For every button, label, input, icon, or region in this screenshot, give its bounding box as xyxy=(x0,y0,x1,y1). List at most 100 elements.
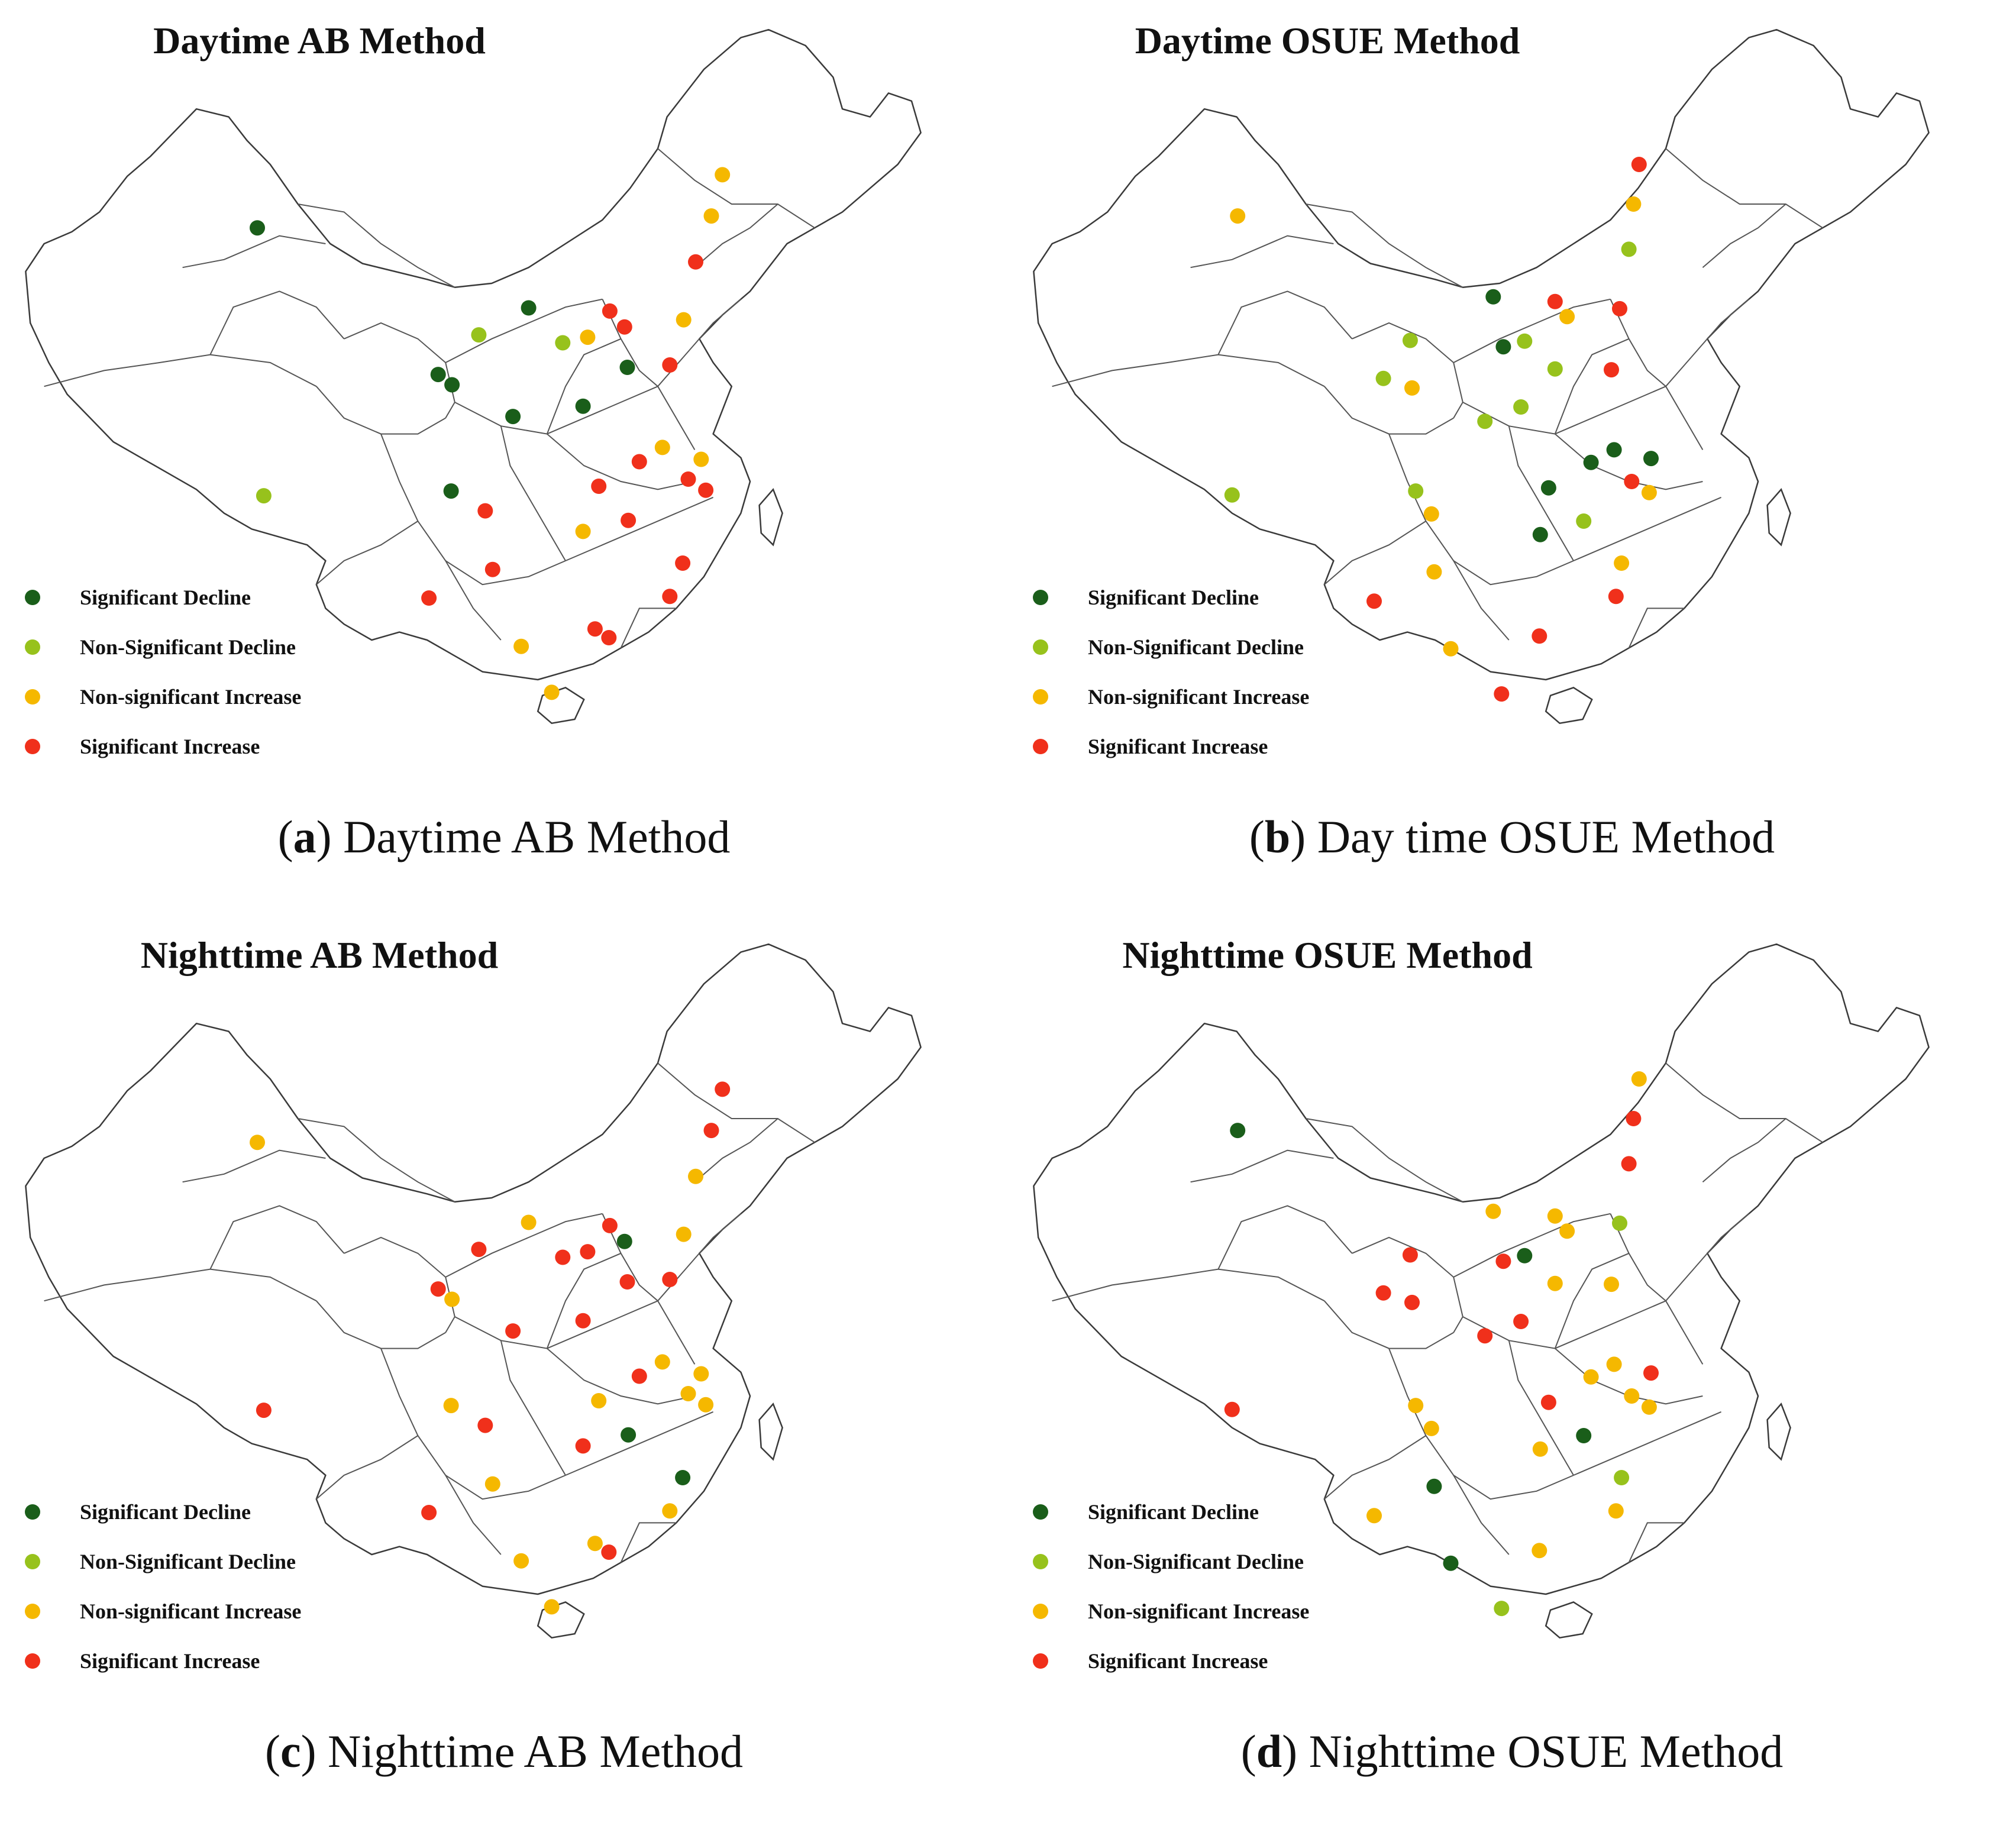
station-marker-orange xyxy=(662,1503,678,1519)
map-title: Daytime OSUE Method xyxy=(1135,20,1520,62)
station-marker-orange xyxy=(591,1393,607,1408)
station-marker-red xyxy=(601,630,617,645)
province-border xyxy=(657,1062,815,1143)
province-border xyxy=(454,1300,658,1349)
panel-caption: (c) Nighttime AB Method xyxy=(264,1725,744,1777)
station-marker-green xyxy=(1517,1248,1533,1264)
station-marker-red xyxy=(421,1505,437,1520)
caption-text: Daytime AB Method xyxy=(331,811,731,862)
station-marker-orange xyxy=(698,1397,714,1413)
legend-label: Significant Decline xyxy=(1088,1500,1259,1524)
country-outline xyxy=(1033,28,1930,681)
province-border xyxy=(445,560,502,641)
caption-letter: d xyxy=(1256,1725,1282,1777)
station-marker-red xyxy=(477,1417,493,1433)
station-marker-green xyxy=(444,377,460,393)
province-border xyxy=(620,1522,677,1563)
legend-swatch-orange xyxy=(25,689,40,705)
station-marker-red xyxy=(555,1249,571,1265)
station-marker-red xyxy=(1626,1111,1642,1126)
station-marker-red xyxy=(662,1272,678,1287)
station-marker-red xyxy=(1547,293,1563,309)
province-border xyxy=(565,496,713,561)
station-marker-orange xyxy=(1624,1388,1640,1404)
map-d: Nighttime OSUE Method Significant Decline… xyxy=(1033,934,1930,1673)
province-border xyxy=(454,386,658,435)
province-border xyxy=(298,203,455,288)
taiwan-island xyxy=(758,488,783,547)
legend-swatch-green xyxy=(25,590,40,605)
station-marker-orange xyxy=(1641,1399,1657,1415)
station-marker-red xyxy=(631,454,647,470)
station-marker-green xyxy=(1532,526,1548,542)
station-marker-orange xyxy=(1606,1356,1622,1372)
station-marker-lime xyxy=(1614,1470,1630,1485)
station-marker-orange xyxy=(715,167,731,183)
station-marker-lime xyxy=(1477,413,1493,429)
station-marker-red xyxy=(477,503,493,519)
station-marker-green xyxy=(1426,1478,1442,1494)
station-marker-red xyxy=(1404,1294,1420,1310)
station-marker-green xyxy=(675,1470,691,1485)
legend-label: Non-Significant Decline xyxy=(80,1550,296,1573)
map-title: Nighttime OSUE Method xyxy=(1122,934,1532,976)
province-border xyxy=(500,425,566,561)
station-marker-orange xyxy=(544,1599,560,1615)
legend-label: Significant Decline xyxy=(80,586,251,609)
station-marker-red xyxy=(1494,686,1510,702)
province-border xyxy=(316,1435,418,1500)
station-marker-red xyxy=(662,589,678,605)
station-marker-green xyxy=(521,300,537,316)
province-border xyxy=(1462,1300,1666,1349)
station-marker-orange xyxy=(1423,1420,1439,1436)
station-marker-red xyxy=(256,1403,272,1418)
panel-b: Daytime OSUE Method Significant Decline No… xyxy=(1008,0,2016,914)
station-marker-lime xyxy=(555,335,571,351)
province-border xyxy=(182,1149,326,1183)
station-marker-orange xyxy=(1608,1503,1624,1519)
province-border xyxy=(445,298,603,363)
caption-text: Nighttime OSUE Method xyxy=(1297,1725,1784,1777)
station-marker-orange xyxy=(575,524,591,539)
station-marker-red xyxy=(621,512,637,528)
station-marker-red xyxy=(715,1081,731,1097)
province-border xyxy=(1217,290,1353,356)
province-border xyxy=(1052,1268,1325,1302)
station-marker-red xyxy=(1621,1156,1637,1172)
legend-swatch-lime xyxy=(1033,1554,1048,1569)
province-border xyxy=(694,203,778,268)
legend-label: Significant Increase xyxy=(80,735,260,758)
legend-label: Non-Significant Decline xyxy=(80,635,296,659)
station-marker-green xyxy=(616,1233,632,1249)
caption-letter: c xyxy=(280,1725,301,1777)
province-border xyxy=(694,1118,778,1182)
station-marker-orange xyxy=(484,1476,500,1492)
station-marker-lime xyxy=(256,488,272,504)
legend-swatch-lime xyxy=(25,639,40,655)
station-marker-orange xyxy=(544,684,560,700)
station-marker-lime xyxy=(1621,241,1637,257)
legend-swatch-green xyxy=(25,1504,40,1520)
station-marker-green xyxy=(430,367,446,383)
station-marker-red xyxy=(1375,1285,1391,1301)
station-marker-lime xyxy=(471,327,487,343)
station-marker-green xyxy=(1485,289,1501,305)
station-marker-green xyxy=(1576,1428,1592,1443)
province-border xyxy=(1462,386,1666,435)
station-marker-red xyxy=(575,1438,591,1454)
station-marker-red xyxy=(471,1242,487,1258)
station-marker-orange xyxy=(1366,1508,1382,1524)
station-marker-orange xyxy=(1547,1208,1563,1224)
province-border xyxy=(546,1252,621,1349)
panel-caption: (d) Nighttime OSUE Method xyxy=(1240,1725,1784,1777)
legend-label: Non-Significant Decline xyxy=(1088,1550,1304,1573)
province-border xyxy=(547,1347,695,1405)
legend-label: Non-significant Increase xyxy=(80,685,301,709)
legend-label: Non-significant Increase xyxy=(1088,685,1309,709)
country-outline xyxy=(25,943,922,1595)
taiwan-island xyxy=(1766,488,1791,547)
hainan-island xyxy=(1545,687,1593,725)
province-border xyxy=(445,1213,603,1278)
province-border xyxy=(657,148,815,229)
station-marker-red xyxy=(1608,589,1624,605)
